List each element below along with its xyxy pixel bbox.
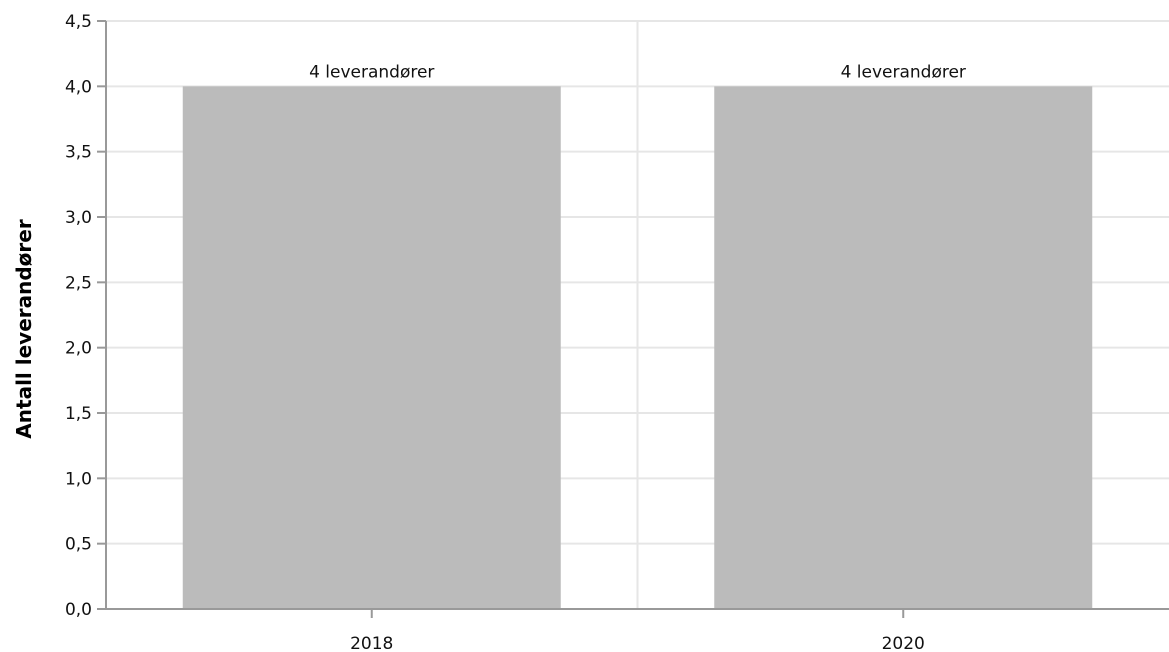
bar-2020	[714, 86, 1093, 610]
y-tick-label: 1,5	[65, 404, 92, 424]
y-tick-label: 0,5	[65, 535, 92, 555]
bar-2018	[182, 86, 561, 610]
x-tick-label-2020: 2020	[882, 634, 925, 652]
y-axis-title: Antall leverandører	[12, 219, 36, 439]
x-tick-label-2018: 2018	[350, 634, 393, 652]
data-label-2020: 4 leverandører	[841, 62, 966, 82]
y-tick-label: 0,0	[65, 600, 92, 620]
x-tick-labels: 2018 2020	[350, 634, 925, 652]
data-labels: 4 leverandører 4 leverandører	[309, 62, 966, 82]
y-tick-label: 2,0	[65, 339, 92, 359]
y-tick-label: 4,5	[65, 12, 92, 32]
y-tick-label: 4,0	[65, 77, 92, 97]
data-label-2018: 4 leverandører	[309, 62, 434, 82]
bars	[182, 86, 1093, 610]
y-tick-label: 2,5	[65, 273, 92, 293]
y-tick-label: 1,0	[65, 469, 92, 489]
axes	[97, 20, 1169, 618]
y-tick-label: 3,5	[65, 143, 92, 163]
y-tick-labels: 0,0 0,5 1,0 1,5 2,0 2,5 3,0 3,5 4,0 4,5	[65, 12, 92, 620]
y-tick-label: 3,0	[65, 208, 92, 228]
